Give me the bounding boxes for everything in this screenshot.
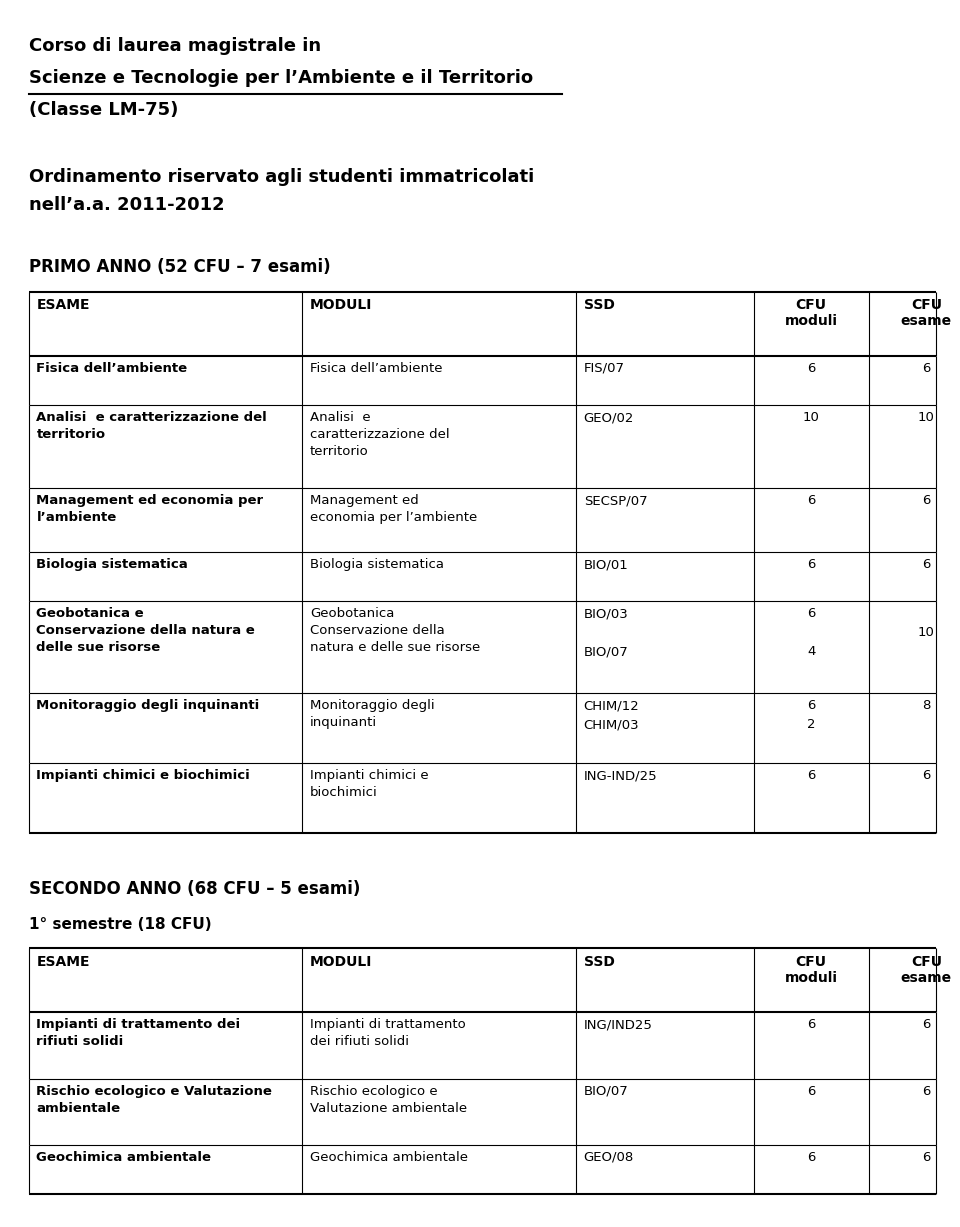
Text: 6: 6 <box>923 1151 930 1164</box>
Text: Monitoraggio degli
inquinanti: Monitoraggio degli inquinanti <box>310 699 435 729</box>
Text: 6: 6 <box>807 1151 815 1164</box>
Text: Geochimica ambientale: Geochimica ambientale <box>310 1151 468 1164</box>
Text: 6: 6 <box>807 558 815 572</box>
Text: 6: 6 <box>807 769 815 783</box>
Text: Impianti di trattamento dei
rifiuti solidi: Impianti di trattamento dei rifiuti soli… <box>36 1018 241 1048</box>
Text: ESAME: ESAME <box>36 298 90 312</box>
Text: 6: 6 <box>807 1085 815 1098</box>
Text: Impianti di trattamento
dei rifiuti solidi: Impianti di trattamento dei rifiuti soli… <box>310 1018 466 1048</box>
Text: CHIM/12
CHIM/03: CHIM/12 CHIM/03 <box>584 699 639 731</box>
Text: (Classe LM-75): (Classe LM-75) <box>29 101 179 119</box>
Text: Geobotanica
Conservazione della
natura e delle sue risorse: Geobotanica Conservazione della natura e… <box>310 607 480 654</box>
Text: Fisica dell’ambiente: Fisica dell’ambiente <box>310 362 443 375</box>
Text: 6: 6 <box>923 1085 930 1098</box>
Text: SECONDO ANNO (68 CFU – 5 esami): SECONDO ANNO (68 CFU – 5 esami) <box>29 880 360 898</box>
Text: Biologia sistematica: Biologia sistematica <box>310 558 444 572</box>
Text: 10: 10 <box>803 411 820 425</box>
Text: 6

4: 6 4 <box>807 607 815 659</box>
Text: 6: 6 <box>807 362 815 375</box>
Text: Analisi  e
caratterizzazione del
territorio: Analisi e caratterizzazione del territor… <box>310 411 449 458</box>
Text: 6: 6 <box>923 769 930 783</box>
Text: Monitoraggio degli inquinanti: Monitoraggio degli inquinanti <box>36 699 260 713</box>
Text: Biologia sistematica: Biologia sistematica <box>36 558 188 572</box>
Text: CFU
esame: CFU esame <box>900 298 952 329</box>
Text: Impianti chimici e
biochimici: Impianti chimici e biochimici <box>310 769 429 799</box>
Text: Ordinamento riservato agli studenti immatricolati: Ordinamento riservato agli studenti imma… <box>29 168 534 187</box>
Text: 6: 6 <box>923 494 930 508</box>
Text: Geobotanica e
Conservazione della natura e
delle sue risorse: Geobotanica e Conservazione della natura… <box>36 607 255 654</box>
Text: Analisi  e caratterizzazione del
territorio: Analisi e caratterizzazione del territor… <box>36 411 267 440</box>
Text: Impianti chimici e biochimici: Impianti chimici e biochimici <box>36 769 251 783</box>
Text: Geochimica ambientale: Geochimica ambientale <box>36 1151 211 1164</box>
Text: SECSP/07: SECSP/07 <box>584 494 647 508</box>
Text: Management ed
economia per l’ambiente: Management ed economia per l’ambiente <box>310 494 477 524</box>
Text: CFU
esame: CFU esame <box>900 955 952 985</box>
Text: 8: 8 <box>923 699 930 713</box>
Text: ING/IND25: ING/IND25 <box>584 1018 653 1032</box>
Text: Rischio ecologico e
Valutazione ambientale: Rischio ecologico e Valutazione ambienta… <box>310 1085 468 1114</box>
Text: 6: 6 <box>923 362 930 375</box>
Text: SSD: SSD <box>584 955 614 968</box>
Text: 10: 10 <box>918 411 935 425</box>
Text: 10: 10 <box>918 607 935 639</box>
Text: ING-IND/25: ING-IND/25 <box>584 769 658 783</box>
Text: Management ed economia per
l’ambiente: Management ed economia per l’ambiente <box>36 494 264 524</box>
Text: BIO/01: BIO/01 <box>584 558 629 572</box>
Text: MODULI: MODULI <box>310 298 372 312</box>
Text: PRIMO ANNO (52 CFU – 7 esami): PRIMO ANNO (52 CFU – 7 esami) <box>29 258 330 276</box>
Text: GEO/02: GEO/02 <box>584 411 634 425</box>
Text: CFU
moduli: CFU moduli <box>784 955 838 985</box>
Text: 6: 6 <box>807 1018 815 1032</box>
Text: Rischio ecologico e Valutazione
ambientale: Rischio ecologico e Valutazione ambienta… <box>36 1085 273 1114</box>
Text: 6: 6 <box>923 1018 930 1032</box>
Text: nell’a.a. 2011-2012: nell’a.a. 2011-2012 <box>29 196 225 215</box>
Text: 6: 6 <box>923 558 930 572</box>
Text: FIS/07: FIS/07 <box>584 362 625 375</box>
Text: ESAME: ESAME <box>36 955 90 968</box>
Text: Fisica dell’ambiente: Fisica dell’ambiente <box>36 362 187 375</box>
Text: 1° semestre (18 CFU): 1° semestre (18 CFU) <box>29 917 211 931</box>
Text: Scienze e Tecnologie per l’Ambiente e il Territorio: Scienze e Tecnologie per l’Ambiente e il… <box>29 69 533 87</box>
Text: BIO/07: BIO/07 <box>584 1085 629 1098</box>
Text: 6: 6 <box>807 494 815 508</box>
Text: BIO/03

BIO/07: BIO/03 BIO/07 <box>584 607 629 659</box>
Text: SSD: SSD <box>584 298 614 312</box>
Text: MODULI: MODULI <box>310 955 372 968</box>
Text: Corso di laurea magistrale in: Corso di laurea magistrale in <box>29 37 321 55</box>
Text: GEO/08: GEO/08 <box>584 1151 634 1164</box>
Text: CFU
moduli: CFU moduli <box>784 298 838 329</box>
Text: 6
2: 6 2 <box>807 699 815 731</box>
